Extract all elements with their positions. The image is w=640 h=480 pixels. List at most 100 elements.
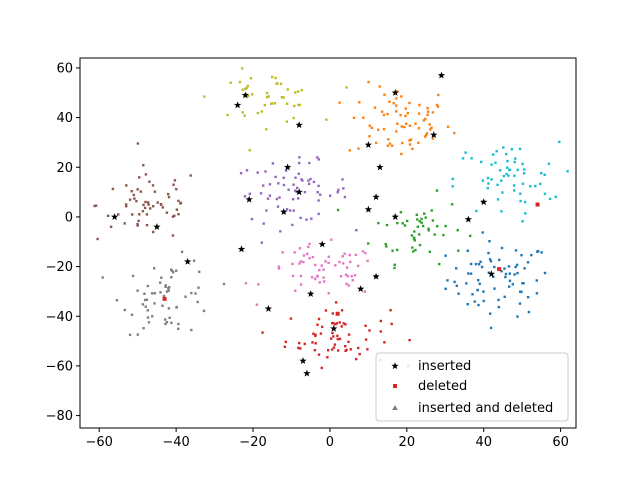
cluster-7-point: [136, 333, 139, 336]
cluster-7-point: [131, 274, 135, 278]
cluster-1-point: [404, 114, 407, 118]
cluster-4-point: [305, 218, 308, 221]
cluster-1-point: [396, 122, 399, 125]
cluster-7-point: [202, 309, 206, 313]
cluster-2-point: [391, 249, 394, 252]
cluster-0-point: [519, 290, 522, 293]
cluster-0-point: [535, 292, 539, 295]
cluster-6-point: [363, 290, 366, 293]
cluster-2-point: [421, 224, 425, 228]
cluster-5-point: [145, 213, 149, 216]
cluster-1-point: [417, 127, 421, 130]
legend-label-deleted: deleted: [418, 379, 467, 394]
cluster-7-point: [162, 294, 166, 298]
cluster-5-point: [136, 142, 140, 145]
cluster-0-point: [467, 272, 470, 275]
cluster-0-point: [503, 267, 506, 270]
cluster-3-point: [344, 345, 347, 348]
marker-deleted: [335, 311, 340, 316]
cluster-6-point: [318, 268, 321, 272]
cluster-7-point: [101, 276, 104, 279]
cluster-1-point: [377, 128, 380, 131]
cluster-8-point: [241, 88, 244, 91]
cluster-6-point: [351, 279, 354, 282]
cluster-0-point: [522, 282, 525, 285]
marker-inserted: [284, 163, 292, 171]
cluster-7-point: [196, 300, 199, 304]
cluster-0-point: [514, 249, 518, 252]
cluster-3-point: [383, 341, 386, 344]
cluster-5-point: [131, 213, 134, 216]
ticks-layer: −60 −40 −20 0 20 40 60 −80 −60 −40 −20 0 20 40 60: [46, 61, 569, 450]
cluster-1-point: [422, 119, 426, 122]
cluster-0-point: [477, 263, 481, 266]
cluster-8-point: [238, 80, 242, 84]
cluster-1-point: [425, 134, 428, 137]
cluster-7-point: [130, 313, 134, 316]
cluster-9-point: [502, 146, 505, 149]
cluster-5-point: [161, 206, 164, 209]
cluster-7-point: [194, 292, 197, 295]
cluster-9-point: [543, 173, 546, 176]
cluster-5-point: [171, 234, 175, 237]
cluster-4-point: [239, 172, 243, 175]
cluster-0-point: [489, 326, 493, 330]
cluster-0-point: [507, 265, 511, 268]
cluster-1-point: [404, 107, 407, 110]
cluster-3-point: [284, 340, 287, 344]
cluster-3-point: [336, 338, 339, 341]
cluster-6-point: [299, 274, 303, 278]
x-tick-label: 60: [552, 435, 569, 450]
cluster-1-point: [403, 125, 406, 129]
cluster-0-point: [453, 280, 456, 284]
cluster-9-point: [496, 183, 499, 187]
cluster-1-point: [395, 104, 398, 107]
cluster-3-point: [289, 317, 293, 320]
cluster-5-point: [117, 213, 120, 216]
cluster-3-point: [312, 332, 315, 335]
cluster-6-point: [346, 274, 349, 278]
cluster-5-point: [143, 206, 147, 210]
cluster-4-point: [296, 186, 299, 190]
cluster-3-point: [390, 322, 393, 326]
marker-inserted: [364, 205, 372, 213]
legend: inserted deleted inserted and deleted: [375, 352, 569, 422]
cluster-6-point: [277, 265, 280, 268]
cluster-9-point: [521, 162, 524, 166]
cluster-0-point: [514, 265, 517, 269]
cluster-6-point: [349, 260, 352, 264]
cluster-7-point: [123, 308, 126, 312]
cluster-2-point: [377, 221, 380, 225]
marker-inserted: [295, 188, 303, 196]
cluster-9-point: [494, 161, 497, 164]
cluster-5-point: [135, 200, 138, 203]
cluster-2-point: [399, 211, 403, 214]
cluster-4-point: [298, 161, 301, 165]
cluster-8-point: [271, 102, 274, 105]
cluster-8-point: [249, 77, 253, 80]
cluster-7-point: [142, 327, 145, 330]
legend-box: [375, 352, 569, 422]
cluster-3-point: [335, 322, 338, 325]
cluster-9-point: [486, 186, 489, 190]
cluster-5-point: [94, 204, 98, 207]
cluster-2-point: [423, 212, 426, 215]
cluster-1-point: [370, 126, 373, 130]
cluster-8-point: [229, 81, 232, 84]
cluster-9-point: [524, 212, 527, 215]
cluster-6-point: [334, 264, 337, 267]
cluster-7-point: [198, 270, 201, 273]
cluster-7-point: [171, 269, 174, 272]
cluster-3-point: [338, 337, 342, 341]
cluster-3-point: [342, 322, 345, 325]
cluster-5-point: [142, 203, 145, 207]
cluster-6-point: [356, 264, 360, 268]
cluster-3-point: [314, 334, 317, 338]
cluster-1-point: [388, 100, 391, 103]
cluster-0-point: [457, 292, 460, 295]
markers-layer: [110, 71, 540, 377]
cluster-2-point: [385, 245, 388, 248]
cluster-3-point: [298, 341, 301, 345]
cluster-4-point: [355, 229, 358, 232]
cluster-4-point: [309, 177, 312, 181]
